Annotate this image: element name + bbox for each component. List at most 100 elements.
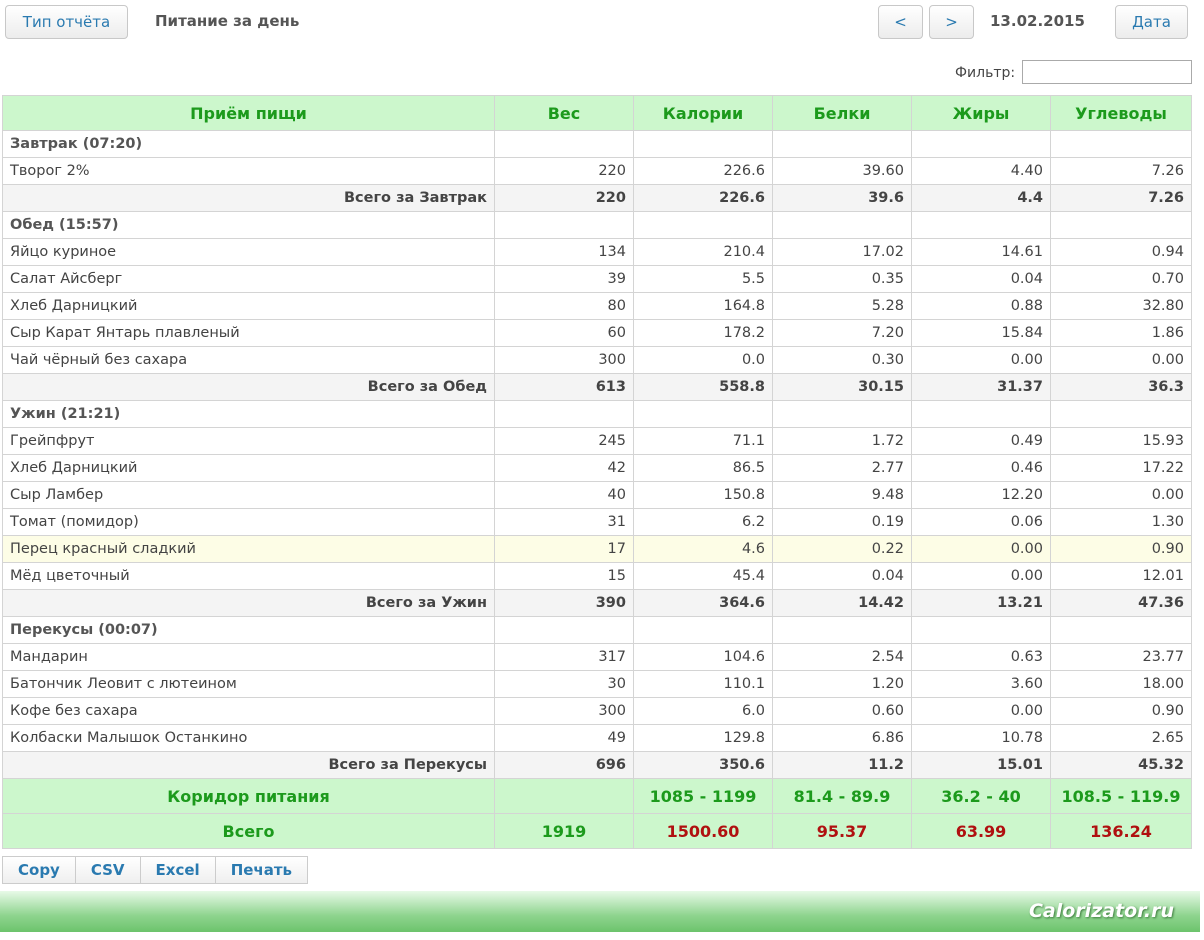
cell: Творог 2% xyxy=(2,157,495,185)
food-row: Творог 2% 220 226.6 39.60 4.40 7.26 xyxy=(2,157,1192,185)
cell: 0.0 xyxy=(633,346,773,374)
cell: 110.1 xyxy=(633,670,773,698)
cell: 17 xyxy=(494,535,634,563)
export-button[interactable]: Excel xyxy=(139,856,216,884)
cell: Всего за Обед xyxy=(2,373,495,401)
food-row: Яйцо куриное 134 210.4 17.02 14.61 0.94 xyxy=(2,238,1192,266)
cell: 1085 - 1199 xyxy=(633,778,773,814)
column-header[interactable]: Вес xyxy=(494,95,634,131)
cell xyxy=(911,211,1051,239)
cell: 6.86 xyxy=(772,724,912,752)
cell xyxy=(494,211,634,239)
cell: Всего за Ужин xyxy=(2,589,495,617)
column-header[interactable]: Углеводы xyxy=(1050,95,1192,131)
column-header[interactable]: Калории xyxy=(633,95,773,131)
cell: 39.60 xyxy=(772,157,912,185)
section-title: Обед (15:57) xyxy=(2,211,495,239)
cell: 39.6 xyxy=(772,184,912,212)
cell: 32.80 xyxy=(1050,292,1192,320)
date-button[interactable]: Дата xyxy=(1115,5,1188,39)
cell: 0.46 xyxy=(911,454,1051,482)
total-row: Всего за Завтрак 220 226.6 39.6 4.4 7.26 xyxy=(2,184,1192,212)
cell: 17.22 xyxy=(1050,454,1192,482)
cell: Сыр Карат Янтарь плавленый xyxy=(2,319,495,347)
cell: 558.8 xyxy=(633,373,773,401)
cell: 178.2 xyxy=(633,319,773,347)
cell: 0.88 xyxy=(911,292,1051,320)
cell: 4.40 xyxy=(911,157,1051,185)
cell: 226.6 xyxy=(633,184,773,212)
export-button[interactable]: Печать xyxy=(214,856,309,884)
column-header[interactable]: Жиры xyxy=(911,95,1051,131)
grand-total-row: Всего 1919 1500.60 95.37 63.99 136.24 xyxy=(2,813,1192,849)
cell: 1.72 xyxy=(772,427,912,455)
cell: 134 xyxy=(494,238,634,266)
cell: 11.2 xyxy=(772,751,912,779)
cell: 0.94 xyxy=(1050,238,1192,266)
cell: 0.04 xyxy=(772,562,912,590)
cell: Томат (помидор) xyxy=(2,508,495,536)
cell: 95.37 xyxy=(772,813,912,849)
export-button[interactable]: CSV xyxy=(74,856,141,884)
cell xyxy=(494,400,634,428)
cell xyxy=(1050,400,1192,428)
cell: 0.22 xyxy=(772,535,912,563)
cell: 1500.60 xyxy=(633,813,773,849)
cell: Хлеб Дарницкий xyxy=(2,292,495,320)
total-row: Всего за Ужин 390 364.6 14.42 13.21 47.36 xyxy=(2,589,1192,617)
cell: Коридор питания xyxy=(2,778,495,814)
cell: Всего xyxy=(2,813,495,849)
cell: 245 xyxy=(494,427,634,455)
cell: Грейпфрут xyxy=(2,427,495,455)
cell: 226.6 xyxy=(633,157,773,185)
column-header[interactable]: Приём пищи xyxy=(2,95,495,131)
cell: 210.4 xyxy=(633,238,773,266)
cell: 12.20 xyxy=(911,481,1051,509)
cell: Кофе без сахара xyxy=(2,697,495,725)
cell: 47.36 xyxy=(1050,589,1192,617)
cell: 0.06 xyxy=(911,508,1051,536)
cell: 30.15 xyxy=(772,373,912,401)
food-row: Мандарин 317 104.6 2.54 0.63 23.77 xyxy=(2,643,1192,671)
cell: 71.1 xyxy=(633,427,773,455)
cell: 364.6 xyxy=(633,589,773,617)
cell: 390 xyxy=(494,589,634,617)
cell: 3.60 xyxy=(911,670,1051,698)
column-header[interactable]: Белки xyxy=(772,95,912,131)
filter-input[interactable] xyxy=(1022,60,1192,84)
cell: 4.4 xyxy=(911,184,1051,212)
food-row: Хлеб Дарницкий 80 164.8 5.28 0.88 32.80 xyxy=(2,292,1192,320)
cell xyxy=(911,400,1051,428)
cell xyxy=(494,130,634,158)
cell: 18.00 xyxy=(1050,670,1192,698)
export-button[interactable]: Copy xyxy=(2,856,76,884)
cell: 5.28 xyxy=(772,292,912,320)
section-title: Завтрак (07:20) xyxy=(2,130,495,158)
cell: 14.61 xyxy=(911,238,1051,266)
cell: 5.5 xyxy=(633,265,773,293)
cell: 6.2 xyxy=(633,508,773,536)
corridor-row: Коридор питания 1085 - 1199 81.4 - 89.9 36.… xyxy=(2,778,1192,814)
cell: 0.30 xyxy=(772,346,912,374)
cell: Колбаски Малышок Останкино xyxy=(2,724,495,752)
prev-button[interactable]: < xyxy=(878,5,923,39)
cell: 45.32 xyxy=(1050,751,1192,779)
filter-label: Фильтр: xyxy=(955,65,1016,81)
cell: 0.00 xyxy=(911,535,1051,563)
cell: 0.70 xyxy=(1050,265,1192,293)
cell: 40 xyxy=(494,481,634,509)
cell xyxy=(633,616,773,644)
report-type-button[interactable]: Тип отчёта xyxy=(5,5,128,39)
section-row: Обед (15:57) xyxy=(2,211,1192,239)
section-title: Перекусы (00:07) xyxy=(2,616,495,644)
cell: 0.04 xyxy=(911,265,1051,293)
header-row: Приём пищи Вес Калории Белки Жиры Углеводы xyxy=(2,95,1192,131)
cell: 0.00 xyxy=(1050,481,1192,509)
cell: 80 xyxy=(494,292,634,320)
cell xyxy=(772,130,912,158)
next-button[interactable]: > xyxy=(929,5,974,39)
total-row: Всего за Перекусы 696 350.6 11.2 15.01 45.32 xyxy=(2,751,1192,779)
cell: 0.35 xyxy=(772,265,912,293)
cell: Перец красный сладкий xyxy=(2,535,495,563)
cell: Батончик Леовит с лютеином xyxy=(2,670,495,698)
